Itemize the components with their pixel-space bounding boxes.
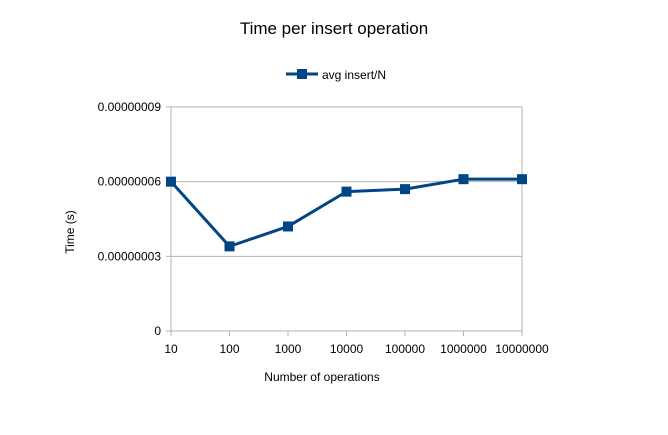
- data-point-1000: [283, 221, 293, 232]
- data-point-100: [224, 241, 235, 252]
- legend-square-marker: [297, 69, 307, 79]
- y-tick-label-2: 0.00000006: [98, 175, 162, 189]
- data-point-1000000: [458, 174, 469, 185]
- gridlines: [171, 106, 522, 257]
- legend: avg insert/N: [286, 68, 386, 82]
- x-tick-labels: 10 100 1000 10000 100000 1000000 10000000: [164, 342, 549, 356]
- x-tick-label-1: 100: [219, 342, 239, 356]
- data-point-100000: [400, 184, 410, 195]
- data-point-10000000: [517, 174, 527, 185]
- chart-title: Time per insert operation: [240, 19, 428, 38]
- data-point-10000: [341, 186, 352, 197]
- y-tick-label-1: 0.00000003: [98, 249, 162, 263]
- x-tick-label-2: 1000: [275, 342, 302, 356]
- y-axis-label: Time (s): [63, 210, 77, 254]
- data-point-10: [166, 176, 176, 187]
- x-tick-label-6: 10000000: [495, 342, 549, 356]
- y-tick-label-3: 0.00000009: [98, 100, 162, 114]
- x-axis-label: Number of operations: [264, 370, 379, 384]
- y-tick-labels: 0 0.00000003 0.00000006 0.00000009: [98, 100, 162, 338]
- x-tick-label-4: 100000: [385, 342, 425, 356]
- x-tick-label-0: 10: [164, 342, 178, 356]
- series-avg-insert: [166, 174, 527, 252]
- axes: [166, 106, 523, 336]
- legend-label: avg insert/N: [322, 68, 386, 82]
- y-tick-label-0: 0: [154, 324, 161, 338]
- x-tick-label-3: 10000: [330, 342, 364, 356]
- x-tick-label-5: 1000000: [440, 342, 487, 356]
